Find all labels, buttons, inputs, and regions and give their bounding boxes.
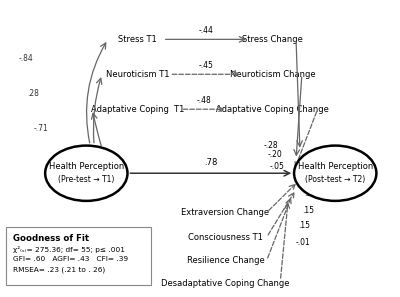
Text: -.45: -.45 xyxy=(199,61,214,70)
Text: -.84: -.84 xyxy=(18,54,33,63)
Text: Consciousness T1: Consciousness T1 xyxy=(188,233,263,242)
Text: Resilience Change: Resilience Change xyxy=(187,256,264,265)
Text: Stress Change: Stress Change xyxy=(242,35,303,44)
Text: .16: .16 xyxy=(304,189,316,198)
Text: (Pre-test → T1): (Pre-test → T1) xyxy=(58,175,114,184)
Text: Stress T1: Stress T1 xyxy=(118,35,157,44)
Text: Goodness of Fit: Goodness of Fit xyxy=(13,234,89,243)
Text: Neuroticism Change: Neuroticism Change xyxy=(230,70,315,79)
FancyBboxPatch shape xyxy=(6,227,151,285)
Text: -.71: -.71 xyxy=(34,124,49,133)
Text: RMSEA= .23 (.21 to . 26): RMSEA= .23 (.21 to . 26) xyxy=(13,266,105,273)
Text: Adaptative Coping Change: Adaptative Coping Change xyxy=(216,105,329,114)
Text: -.20: -.20 xyxy=(268,149,282,159)
Text: χ²₍ₛ₎= 275.36; df= 55; p≤ .001: χ²₍ₛ₎= 275.36; df= 55; p≤ .001 xyxy=(13,246,125,253)
Text: -.05: -.05 xyxy=(270,162,284,171)
Text: .15: .15 xyxy=(302,206,314,215)
Text: Health Perception: Health Perception xyxy=(49,162,124,171)
Text: -.01: -.01 xyxy=(296,238,311,247)
Text: .15: .15 xyxy=(298,221,310,230)
Text: GFI= .60   AGFI= .43   CFI= .39: GFI= .60 AGFI= .43 CFI= .39 xyxy=(13,256,128,262)
Text: -.48: -.48 xyxy=(196,96,211,105)
Text: -.44: -.44 xyxy=(198,26,213,35)
Ellipse shape xyxy=(45,146,128,201)
Text: Neuroticism T1: Neuroticism T1 xyxy=(106,70,169,79)
Ellipse shape xyxy=(294,146,376,201)
Text: -.28: -.28 xyxy=(264,141,278,150)
Text: Adaptative Coping  T1: Adaptative Coping T1 xyxy=(90,105,184,114)
Text: Health Perception: Health Perception xyxy=(298,162,373,171)
Text: .78: .78 xyxy=(204,158,218,167)
Text: .28: .28 xyxy=(28,89,39,98)
Text: Desadaptative Coping Change: Desadaptative Coping Change xyxy=(161,279,290,288)
Text: (Post-test → T2): (Post-test → T2) xyxy=(305,175,365,184)
Text: Extraversion Change: Extraversion Change xyxy=(182,208,270,217)
